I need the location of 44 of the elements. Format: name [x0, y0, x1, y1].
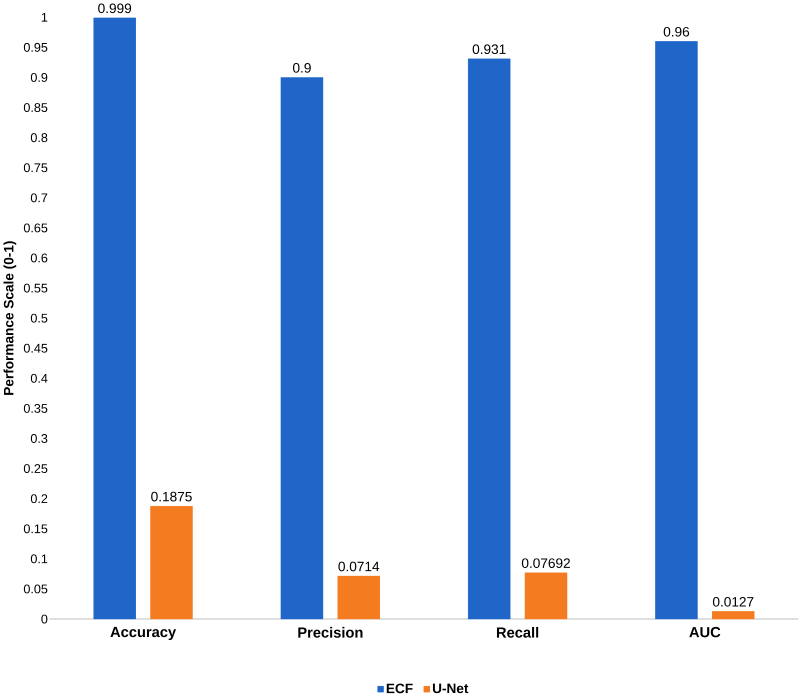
data-label: 0.1875	[151, 492, 192, 502]
data-label: 0.96	[664, 27, 690, 37]
y-tick-label: 0.75	[24, 163, 48, 172]
y-tick-label: 0.8	[30, 133, 48, 142]
bar	[338, 576, 380, 620]
y-tick-label: 0.45	[24, 344, 48, 353]
y-tick-label: 0.9	[30, 73, 48, 82]
y-tick-label: 0	[41, 614, 48, 624]
y-tick-label: 0.35	[24, 404, 48, 413]
legend-label: ECF	[386, 684, 413, 694]
bar	[280, 77, 324, 620]
y-tick-label: 0.25	[24, 464, 48, 474]
y-tick-label: 0.5	[30, 314, 48, 323]
y-tick-label: 0.6	[30, 254, 48, 262]
y-tick-label: 0.65	[24, 224, 48, 232]
data-label: 0.0714	[338, 562, 380, 572]
y-tick-label: 0.95	[24, 42, 48, 52]
bar	[468, 58, 510, 620]
x-tick-label: AUC	[689, 626, 720, 638]
y-tick-label: 0.1	[30, 554, 48, 564]
x-tick-label: Accuracy	[110, 626, 176, 640]
data-label: 0.0127	[712, 597, 754, 607]
data-label: 0.9	[293, 63, 311, 73]
y-tick-label: 0.55	[24, 284, 48, 293]
y-tick-label: 0.4	[30, 374, 48, 383]
bar	[150, 506, 193, 620]
bar	[93, 18, 136, 620]
bar	[712, 611, 755, 620]
y-tick-label: 0.15	[24, 524, 48, 534]
data-label: 0.999	[98, 4, 132, 14]
y-tick-label: 0.7	[30, 193, 48, 202]
bar	[655, 41, 698, 620]
bar	[524, 572, 568, 620]
y-tick-label: 0.2	[30, 494, 48, 504]
x-tick-label: Recall	[496, 626, 538, 638]
data-label: 0.931	[472, 44, 506, 54]
x-tick-label: Precision	[298, 626, 362, 638]
y-tick-label: 0.85	[24, 103, 48, 112]
data-label: 0.07692	[522, 558, 570, 568]
y-axis-title: Performance Scale (0-1)	[3, 241, 16, 395]
y-tick-label: 0.05	[24, 584, 48, 594]
legend-label: U-Net	[432, 684, 468, 694]
y-tick-label: 1	[42, 13, 48, 22]
y-tick-label: 0.3	[30, 434, 48, 444]
